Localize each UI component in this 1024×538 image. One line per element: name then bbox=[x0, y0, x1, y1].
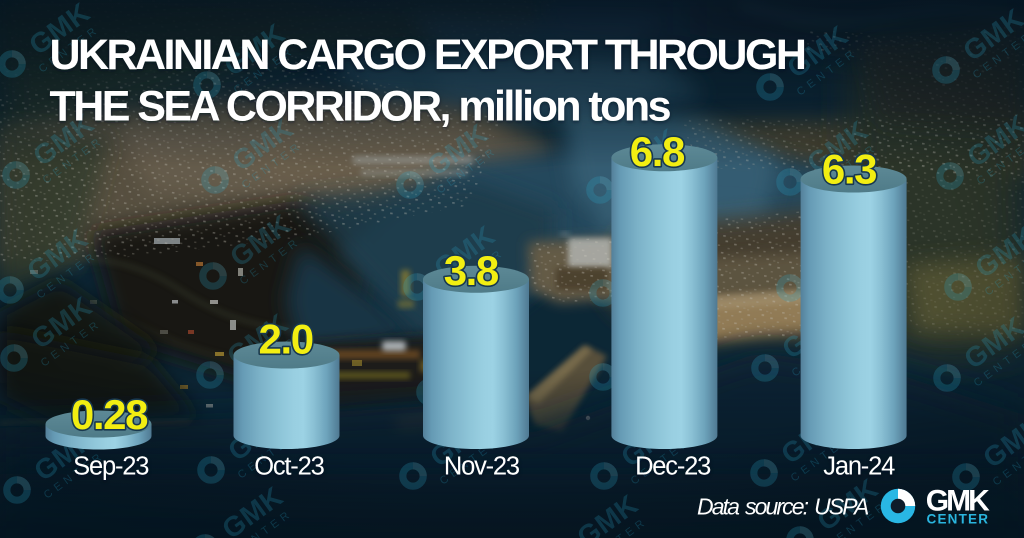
svg-text:Oct-23: Oct-23 bbox=[254, 453, 324, 481]
svg-text:2.0: 2.0 bbox=[259, 316, 313, 363]
svg-text:GMK: GMK bbox=[926, 484, 990, 517]
svg-text:Jan-24: Jan-24 bbox=[823, 453, 895, 481]
svg-text:Data source: USPA: Data source: USPA bbox=[697, 494, 869, 520]
svg-text:THE SEA CORRIDOR, million tons: THE SEA CORRIDOR, million tons bbox=[50, 82, 671, 130]
svg-text:6.8: 6.8 bbox=[630, 128, 685, 175]
svg-text:CENTER: CENTER bbox=[927, 512, 990, 527]
svg-text:Dec-23: Dec-23 bbox=[635, 453, 711, 481]
svg-text:0.28: 0.28 bbox=[71, 391, 148, 438]
svg-text:3.8: 3.8 bbox=[444, 247, 499, 294]
svg-text:6.3: 6.3 bbox=[822, 146, 876, 193]
svg-text:Nov-23: Nov-23 bbox=[444, 453, 520, 481]
svg-text:Sep-23: Sep-23 bbox=[73, 453, 149, 481]
svg-text:UKRAINIAN CARGO EXPORT THROUGH: UKRAINIAN CARGO EXPORT THROUGH bbox=[50, 31, 805, 79]
